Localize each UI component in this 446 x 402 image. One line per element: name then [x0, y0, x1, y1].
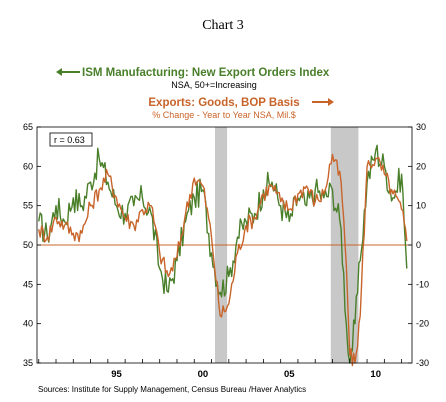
- y-right-tick-label: -10: [416, 279, 429, 289]
- y-left-tick-label: 45: [23, 279, 33, 289]
- y-right-tick-label: 10: [416, 201, 426, 211]
- y-right-tick-label: -30: [416, 358, 429, 368]
- left-arrow-icon: [56, 68, 62, 76]
- right-arrow-icon: [328, 98, 334, 106]
- annotation-box: r = 0.63: [49, 132, 93, 147]
- y-right-tick-label: -20: [416, 319, 429, 329]
- y-right-tick-label: 0: [416, 240, 421, 250]
- green-series-name: ISM Manufacturing: New Export Orders Ind…: [82, 67, 330, 79]
- plot-area: 35 40 45 50 55 60 65 -30 -20 -10 0 10 20 30 95 00 05 10: [23, 122, 429, 380]
- green-series-subtitle: NSA, 50+=Increasing: [171, 80, 257, 90]
- series-line-1: [38, 153, 408, 367]
- x-tick-label: 95: [111, 369, 122, 380]
- orange-series-name: Exports: Goods, BOP Basis: [148, 97, 299, 109]
- x-tick-label: 10: [370, 369, 381, 380]
- source-note: Sources: Institute for Supply Management…: [38, 385, 306, 394]
- chart-title: Chart 3: [202, 18, 244, 33]
- y-left-tick-label: 50: [23, 240, 33, 250]
- y-left-tick-label: 40: [23, 319, 33, 329]
- series-line-0: [38, 144, 408, 364]
- x-tick-label: 00: [198, 369, 209, 380]
- green-series-legend: ISM Manufacturing: New Export Orders Ind…: [56, 67, 330, 90]
- orange-series-legend: Exports: Goods, BOP Basis % Change - Yea…: [148, 97, 334, 120]
- y-left-tick-label: 35: [23, 358, 33, 368]
- y-left-tick-label: 55: [23, 201, 33, 211]
- x-tick-label: 05: [284, 369, 295, 380]
- orange-series-subtitle: % Change - Year to Year NSA, Mil.$: [152, 110, 296, 120]
- y-left-tick-label: 60: [23, 161, 33, 171]
- y-right-tick-label: 20: [416, 161, 426, 171]
- y-right-tick-label: 30: [416, 122, 426, 132]
- y-left-tick-label: 65: [23, 122, 33, 132]
- correlation-annotation: r = 0.63: [54, 135, 85, 145]
